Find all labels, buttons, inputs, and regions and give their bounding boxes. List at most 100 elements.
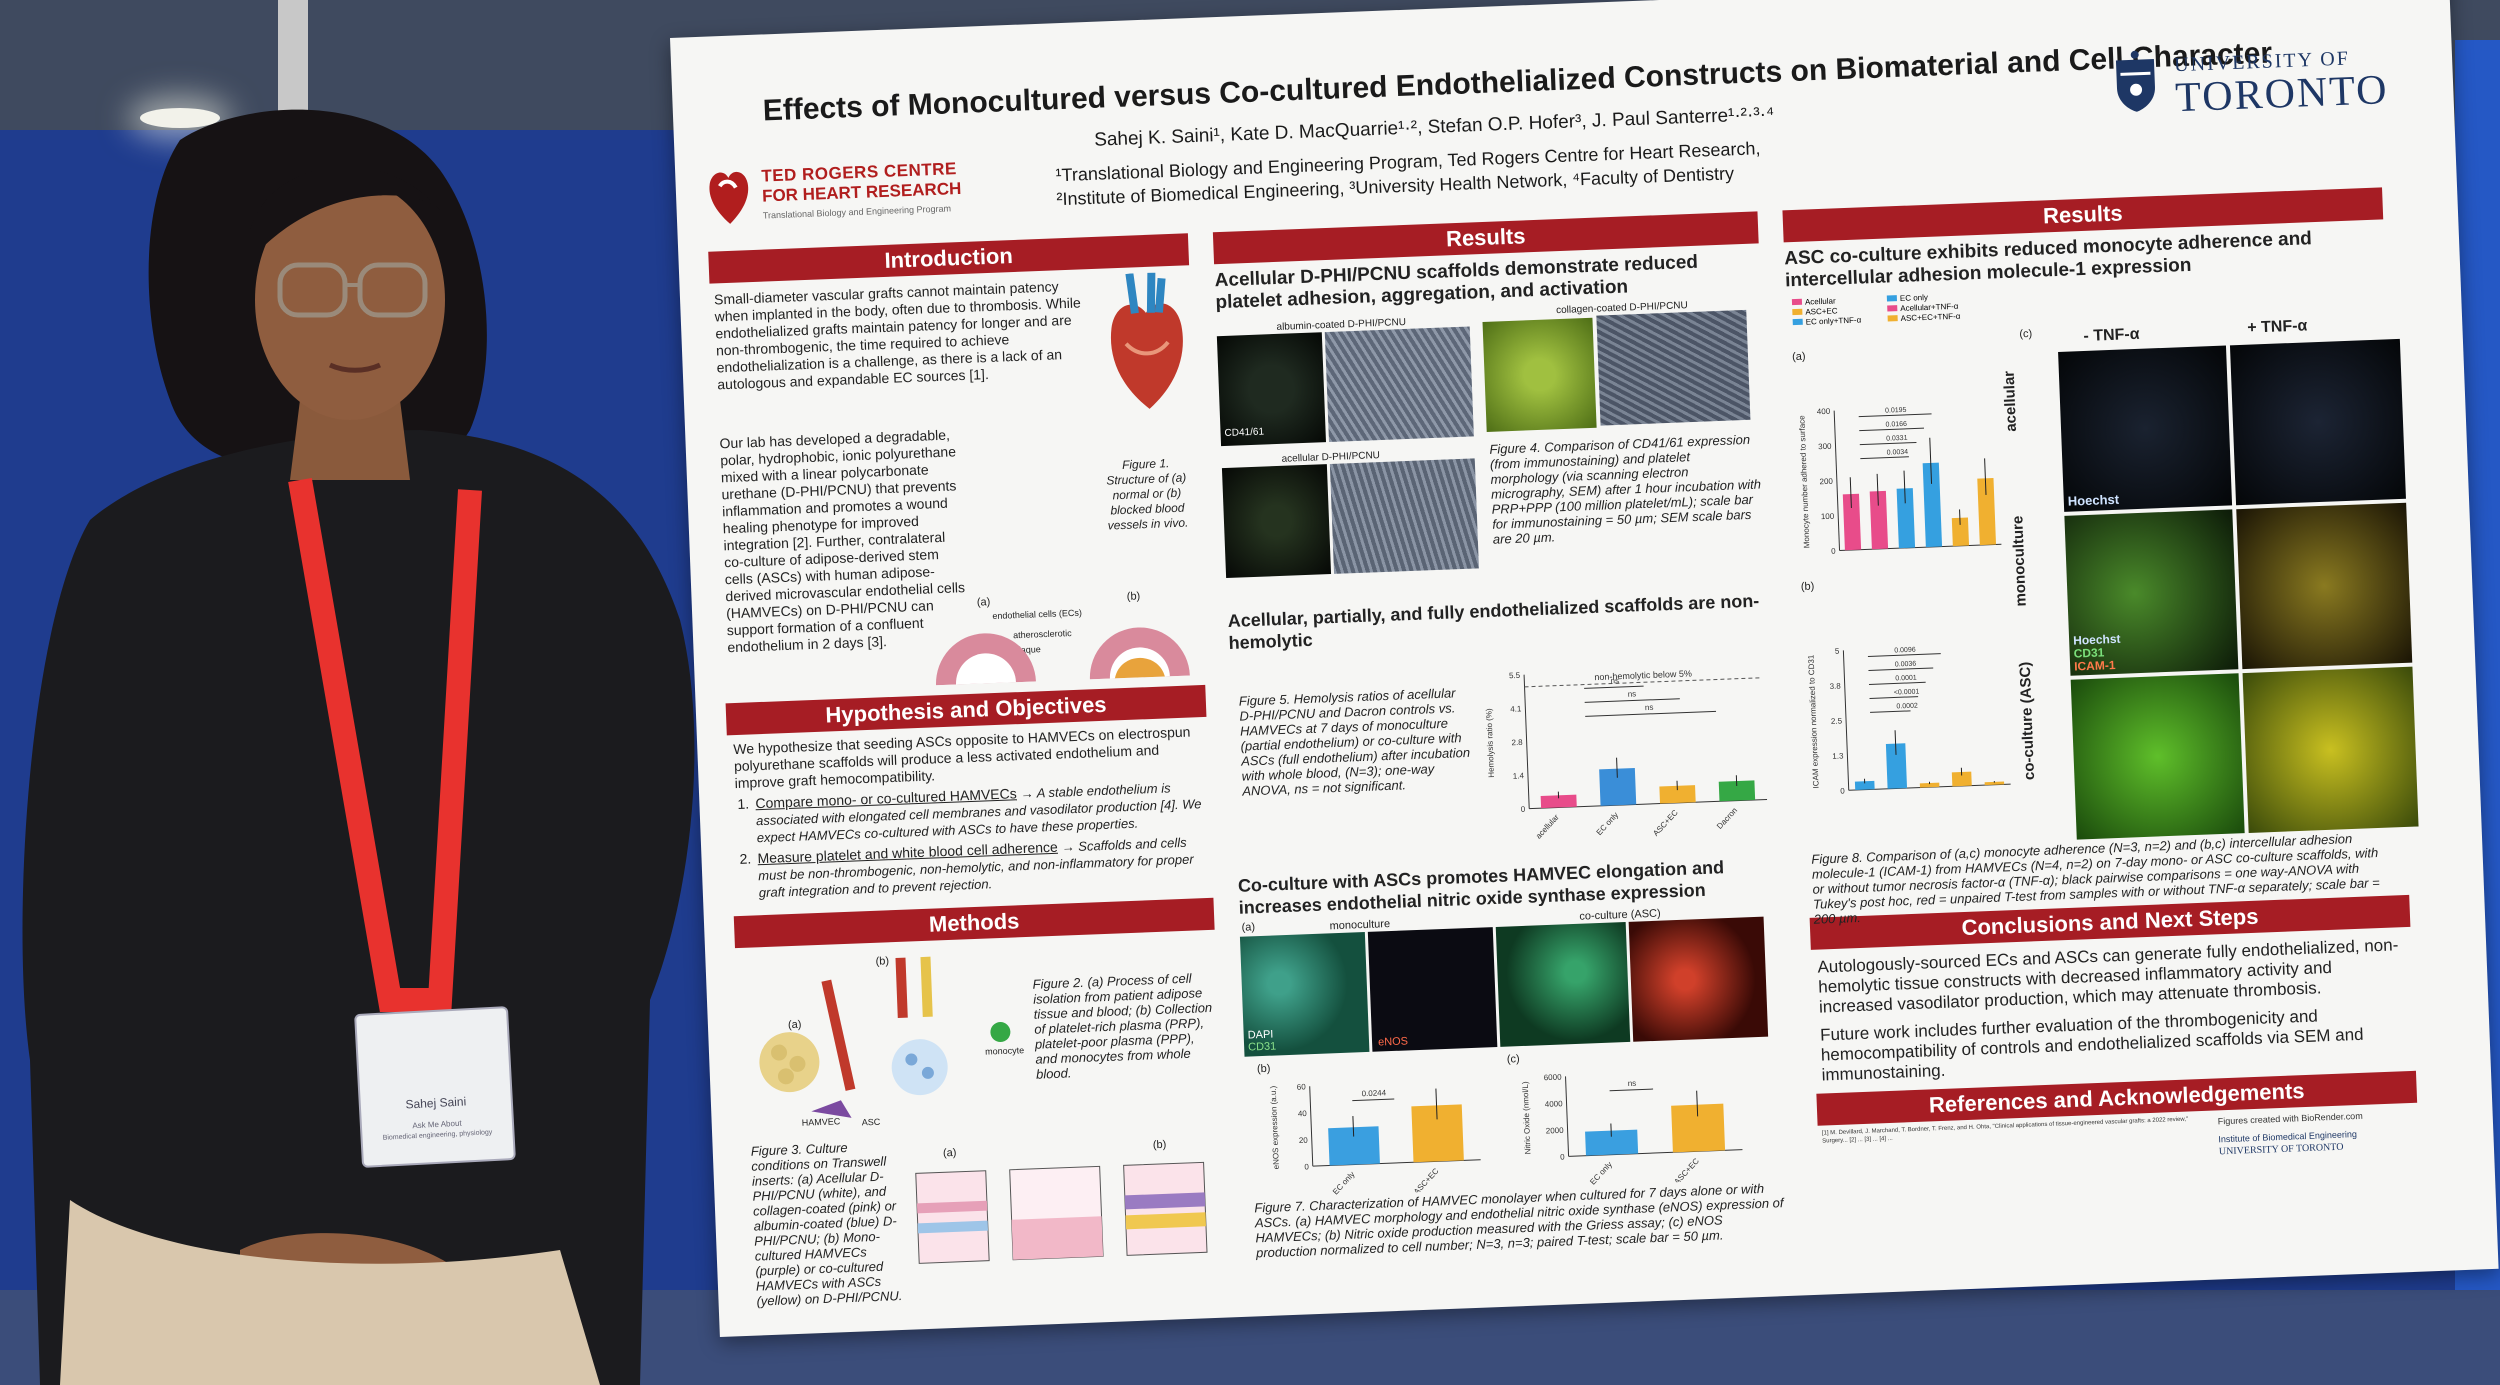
image-label: eNOS xyxy=(1377,1035,1409,1049)
tick-label: 20 xyxy=(1299,1136,1309,1145)
tick-label: 6000 xyxy=(1544,1073,1563,1083)
sem-image xyxy=(1329,458,1479,574)
figure-caption: Figure 3. Culture conditions on Transwel… xyxy=(750,1140,903,1309)
bar xyxy=(1885,743,1908,789)
bar xyxy=(1599,767,1637,806)
y-axis xyxy=(1523,674,1530,809)
y-axis xyxy=(1309,1086,1314,1167)
legend-label: EC only xyxy=(1899,292,1929,303)
results-right-column: Results ASC co-culture exhibits reduced … xyxy=(1782,187,2419,1195)
comparison-bracket xyxy=(1859,427,1925,432)
sem-image xyxy=(1596,309,1751,426)
comparison-bracket xyxy=(1870,710,1911,713)
comparison-bracket xyxy=(1868,681,1926,685)
annotation-label: ns xyxy=(1645,703,1654,712)
tick-label: 4000 xyxy=(1545,1099,1564,1109)
comparison-bracket xyxy=(1860,456,1909,460)
legend-swatch xyxy=(1887,315,1898,322)
image-label: Hoechst xyxy=(2067,491,2120,509)
comparison-bracket xyxy=(1352,1098,1395,1102)
tick-label: 2000 xyxy=(1546,1126,1565,1136)
bar xyxy=(1328,1126,1380,1166)
results-mid-column: Results Acellular D-PHI/PCNU scaffolds d… xyxy=(1212,211,1797,1260)
figure-caption: Figure 2. (a) Process of cell isolation … xyxy=(1032,970,1213,1082)
legend-swatch xyxy=(1791,298,1803,306)
image-label: CD31 xyxy=(1247,1040,1277,1054)
figure-label: (a) xyxy=(1241,921,1256,934)
badge-name: Sahej Saini xyxy=(405,1094,467,1112)
row-label: co-culture (ASC) xyxy=(2016,661,2039,781)
comparison-bracket xyxy=(1585,710,1717,717)
column-label: - TNF-α xyxy=(2083,325,2140,345)
legend-items: Acellular EC onlyASC+EC Acellular+TNF-αEC … xyxy=(1791,290,1993,328)
x-axis xyxy=(1839,543,2002,551)
monocyte-adherence-chart: 0 100 200 300 400 Monocyte number adhered to … xyxy=(1797,407,2002,556)
image-label: CD41/61 xyxy=(1224,426,1265,439)
error-bar xyxy=(1903,470,1906,504)
y-axis xyxy=(1565,1076,1570,1157)
y-axis-label: Hemolysis ratio (%) xyxy=(1484,708,1496,778)
bar xyxy=(1896,488,1916,549)
tick-label: 60 xyxy=(1297,1082,1307,1091)
p-value-label: 0.0096 xyxy=(1894,647,1916,655)
annotation-label: 0.0244 xyxy=(1361,1088,1386,1098)
biorender-credit: Figures created with BioRender.com xyxy=(2217,1110,2363,1127)
p-value-label: <0.0001 xyxy=(1894,689,1920,697)
figure-label: (a) xyxy=(787,1018,802,1032)
column-label: + TNF-α xyxy=(2246,317,2308,337)
tick-label: 300 xyxy=(1818,442,1832,452)
comparison-bracket xyxy=(1867,653,1941,657)
chart-legend: Acellular EC onlyASC+EC Acellular+TNF-αEC … xyxy=(1791,290,1993,328)
tick-label: 3.8 xyxy=(1829,682,1841,691)
comparison-bracket xyxy=(1584,685,1644,689)
comparison-bracket xyxy=(1859,441,1917,446)
p-value-label: 0.0331 xyxy=(1886,435,1908,443)
row-label: acellular xyxy=(2000,370,2021,433)
category-label: ASC+EC xyxy=(1672,1156,1701,1186)
legend-swatch xyxy=(1792,318,1803,326)
y-axis-label: Nitric Oxide (nmol/L) xyxy=(1521,1081,1533,1155)
bar xyxy=(1984,781,2005,786)
sem-image xyxy=(1324,326,1474,443)
bar xyxy=(1977,478,1997,546)
methods-illustration xyxy=(759,956,1011,1118)
tick-label: 200 xyxy=(1819,477,1833,487)
y-axis xyxy=(1842,650,1850,791)
category-label: EC only xyxy=(1588,1160,1614,1187)
category-label: EC only xyxy=(1331,1170,1357,1197)
p-value-label: 0.0166 xyxy=(1885,421,1907,429)
fluorescence-image xyxy=(1367,927,1498,1052)
comparison-bracket xyxy=(1858,413,1932,418)
tick-label: 2.5 xyxy=(1831,716,1843,725)
figure-label: (b) xyxy=(875,955,890,968)
ted-rogers-logo: TED ROGERS CENTRE FOR HEART RESEARCH Tra… xyxy=(705,156,978,246)
error-bar xyxy=(1352,1116,1355,1137)
tick-label: 100 xyxy=(1821,512,1835,522)
figure-caption: Figure 5. Hemolysis ratios of acellular … xyxy=(1238,685,1471,799)
bar xyxy=(1718,780,1756,802)
fluorescence-image xyxy=(2058,345,2233,512)
bar xyxy=(1659,785,1696,804)
legend-swatch xyxy=(1792,308,1803,316)
tick-label: 0 xyxy=(1840,786,1845,795)
figure-label: (c) xyxy=(2019,327,2033,341)
bar xyxy=(1922,462,1943,548)
legend-swatch xyxy=(1886,295,1898,302)
p-value-label: 0.0036 xyxy=(1895,661,1917,669)
legend-label: ASC+EC+TNF-α xyxy=(1900,311,1961,323)
tick-label: 5.5 xyxy=(1509,671,1521,680)
error-bar xyxy=(1616,757,1618,778)
error-bar xyxy=(1849,477,1852,509)
tick-label: 0 xyxy=(1831,547,1836,556)
tick-label: 1.3 xyxy=(1832,751,1844,760)
legend-label: ASC+EC xyxy=(1805,306,1838,317)
logo-text: TORONTO xyxy=(2174,67,2390,122)
bar xyxy=(1951,771,1972,787)
y-axis xyxy=(1833,410,1841,551)
error-bar xyxy=(1610,1123,1612,1137)
y-axis-label: eNOS expression (a.u.) xyxy=(1269,1085,1281,1169)
fluorescence-image xyxy=(2229,338,2406,506)
bar xyxy=(1842,493,1862,551)
error-bar xyxy=(1984,458,1987,495)
tick-label: 0 xyxy=(1521,805,1526,814)
